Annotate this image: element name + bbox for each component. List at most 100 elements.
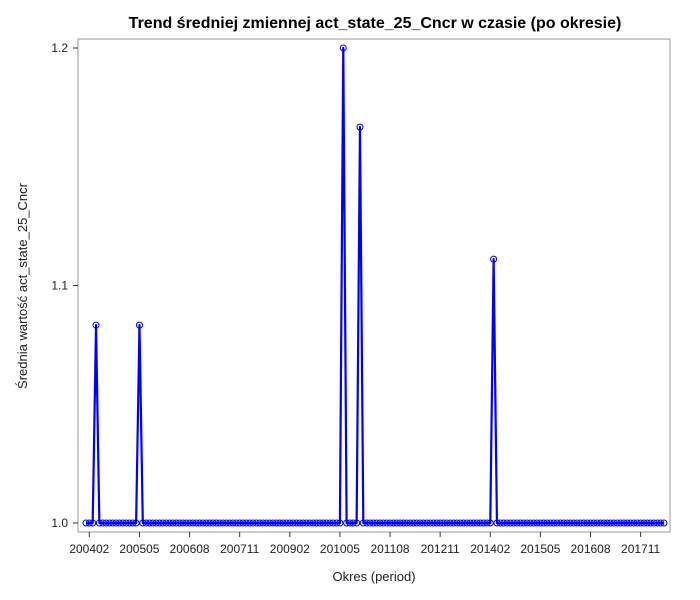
data-point [627,519,635,527]
data-point [366,519,374,527]
chart-title: Trend średniej zmiennej act_state_25_Cnc… [129,15,622,32]
data-point [199,519,207,527]
data-point [496,519,504,527]
data-point [610,519,618,527]
data-point [333,519,341,527]
data-point [176,519,184,527]
data-point [500,519,508,527]
data-point [303,519,311,527]
data-point [379,519,387,527]
data-point [587,519,594,527]
data-point [580,519,588,527]
data-point [192,519,200,527]
series-line [86,46,664,525]
data-point [249,519,257,527]
data-point [356,123,364,131]
y-tick-label: 1.2 [51,41,68,55]
data-point [439,519,447,527]
data-point [186,519,194,527]
data-point [266,519,274,527]
x-tick-label: 200902 [270,542,310,556]
data-point [480,519,488,527]
data-point [135,321,143,329]
data-point [339,44,347,52]
data-point [359,519,367,527]
data-point [313,519,321,527]
data-point [169,519,177,527]
y-tick-label: 1.1 [51,279,68,293]
data-point [536,519,544,527]
data-point [259,519,267,527]
data-point [329,519,337,527]
data-point [640,519,648,527]
data-point [242,519,250,527]
data-point [162,519,170,527]
data-point [436,519,444,527]
data-point [523,519,531,527]
data-point [653,519,661,527]
data-point [383,519,391,527]
data-point [429,519,437,527]
data-point [513,519,521,527]
data-point [112,519,120,527]
data-point [236,519,244,527]
data-point [202,519,210,527]
x-tick-label: 201608 [570,542,610,556]
data-point [623,519,631,527]
data-point [389,519,397,527]
data-point [276,519,284,527]
data-point [470,519,478,527]
data-point [566,519,574,527]
x-tick-label: 201211 [421,542,460,556]
data-point [396,519,404,527]
data-point [122,519,130,527]
data-point [125,519,133,527]
data-point [105,519,113,527]
data-point [262,519,270,527]
data-point [292,519,300,527]
data-point [172,519,180,527]
data-point [553,519,561,527]
data-point [206,519,214,527]
data-point [145,519,153,527]
data-point [386,519,394,527]
x-tick-label: 201108 [370,542,409,556]
data-point [85,519,93,527]
data-point [573,519,581,527]
data-point [182,519,190,527]
data-point [99,519,107,527]
data-point [279,519,287,527]
data-point [660,519,668,527]
data-point [526,519,534,527]
data-point [556,519,564,527]
data-point [406,519,414,527]
x-tick-label: 200608 [170,542,210,556]
data-point [647,519,655,527]
data-point [593,519,601,527]
data-point [603,519,611,527]
series-markers [82,44,668,527]
data-point [393,519,401,527]
data-point [142,519,150,527]
data-point [493,519,501,527]
data-point [349,519,357,527]
data-point [490,255,498,263]
data-point [92,321,100,329]
data-point [102,519,110,527]
data-point [229,519,237,527]
data-point [306,519,314,527]
data-point [613,519,621,527]
data-point [443,519,451,527]
y-axis-label: Średnia wartość act_state_25_Cncr [15,182,30,389]
data-point [503,519,511,527]
data-point [319,519,327,527]
data-point [483,519,491,527]
x-axis-label: Okres (period) [332,569,415,584]
y-tick-label: 1.0 [51,516,68,530]
data-point [369,519,377,527]
data-point [336,519,344,527]
data-point [239,519,247,527]
data-point [403,519,411,527]
data-point [376,519,384,527]
